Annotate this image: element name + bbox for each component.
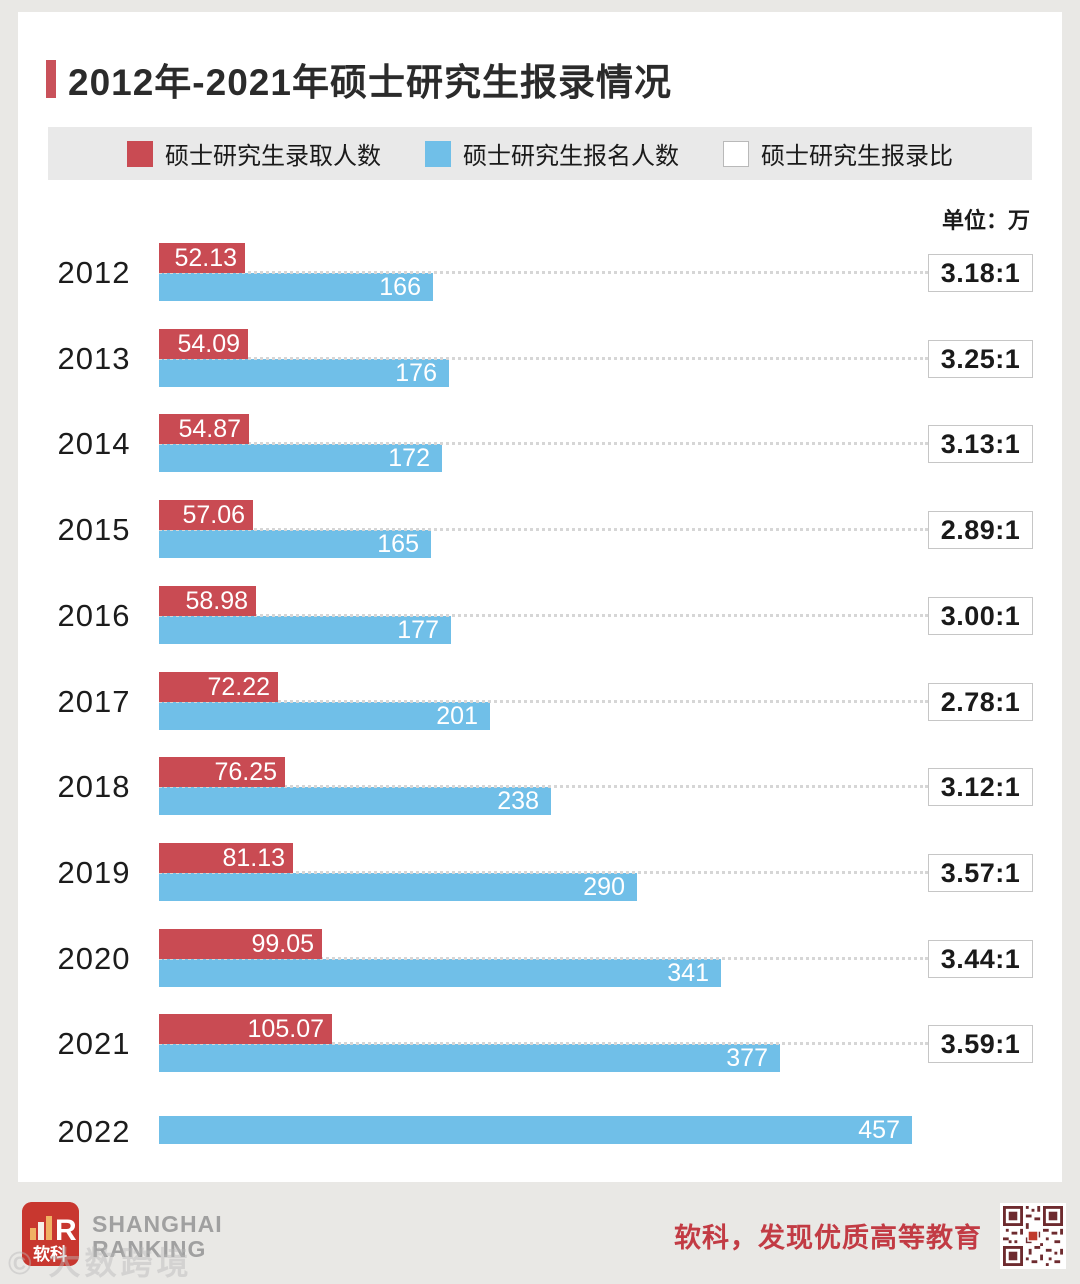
admitted-bar: 105.07 [159,1014,332,1044]
year-label: 2021 [57,1026,131,1061]
applicants-bar: 377 [159,1044,780,1072]
year-label: 2018 [57,769,131,804]
legend-label-applicants: 硕士研究生报名人数 [463,143,679,170]
admitted-bar: 58.98 [159,586,256,616]
year-label: 2022 [57,1114,131,1149]
legend-label-ratio: 硕士研究生报录比 [761,143,953,170]
dotted-line [159,614,928,617]
applicants-bar: 165 [159,530,431,558]
svg-text:R: R [55,1214,77,1247]
admitted-bar: 54.87 [159,414,249,444]
legend-label-admitted: 硕士研究生录取人数 [165,143,381,170]
dotted-line [159,357,928,360]
dotted-line [159,442,928,445]
year-label: 2019 [57,855,131,890]
qr-code-image [1000,1203,1066,1269]
admitted-bar: 52.13 [159,243,245,273]
year-label: 2014 [57,426,131,461]
chart-card: 2012年-2021年硕士研究生报录情况 硕士研究生录取人数 硕士研究生报名人数… [18,12,1062,1182]
brand-line2: RANKING [92,1236,207,1262]
applicants-bar: 201 [159,702,490,730]
year-label: 2012 [57,255,131,290]
applicants-swatch-icon [425,140,451,167]
ratio-box: 3.00:1 [928,597,1033,635]
ratio-box: 3.59:1 [928,1025,1033,1063]
year-label: 2020 [57,941,131,976]
admitted-bar: 99.05 [159,929,322,959]
title-accent-bar [46,60,56,98]
year-label: 2017 [57,684,131,719]
ratio-box: 3.13:1 [928,425,1033,463]
legend-item-ratio: 硕士研究生报录比 [723,136,953,171]
ratio-box: 2.89:1 [928,511,1033,549]
applicants-bar: 177 [159,616,451,644]
applicants-bar: 172 [159,444,442,472]
dotted-line [159,700,928,703]
ratio-box: 3.12:1 [928,768,1033,806]
title-row: 2012年-2021年硕士研究生报录情况 [46,52,672,106]
admitted-bar: 54.09 [159,329,248,359]
year-label: 2013 [57,341,131,376]
year-label: 2016 [57,598,131,633]
ratio-box: 2.78:1 [928,683,1033,721]
ratio-swatch-icon [723,140,749,167]
brand-line1: SHANGHAI [92,1211,223,1237]
applicants-bar: 176 [159,359,449,387]
ratio-box: 3.25:1 [928,340,1033,378]
dotted-line [159,528,928,531]
ratio-box: 3.44:1 [928,940,1033,978]
year-label: 2015 [57,512,131,547]
dotted-line [159,871,928,874]
legend-item-admitted: 硕士研究生录取人数 [127,136,381,171]
applicants-bar: 238 [159,787,551,815]
ratio-box: 3.18:1 [928,254,1033,292]
admitted-swatch-icon [127,140,153,167]
admitted-bar: 76.25 [159,757,285,787]
applicants-bar: 166 [159,273,433,301]
applicants-bar: 290 [159,873,637,901]
ratio-box: 3.57:1 [928,854,1033,892]
dotted-line [159,1042,928,1045]
admitted-bar: 72.22 [159,672,278,702]
legend: 硕士研究生录取人数 硕士研究生报名人数 硕士研究生报录比 [48,127,1032,180]
unit-label: 单位：万 [941,208,1030,233]
page-title: 2012年-2021年硕士研究生报录情况 [68,62,672,103]
watermark-text: © 大数跨境 [8,1245,193,1281]
svg-text:软科: 软科 [33,1244,67,1264]
admitted-bar: 81.13 [159,843,293,873]
footer-slogan: 软科，发现优质高等教育 [674,1223,982,1253]
dotted-line [159,785,928,788]
chart-rows: 2012 3.18:1 52.13 166 2013 3.25:1 54.09 176 2014… [18,12,1062,1182]
admitted-bar: 57.06 [159,500,253,530]
applicants-bar: 457 [159,1116,912,1144]
dotted-line [159,271,928,274]
shanghairanking-logo: R 软科 [22,1202,79,1266]
dotted-line [159,957,928,960]
brand-text: SHANGHAI RANKING [92,1212,223,1262]
applicants-bar: 341 [159,959,721,987]
legend-item-applicants: 硕士研究生报名人数 [425,136,679,171]
